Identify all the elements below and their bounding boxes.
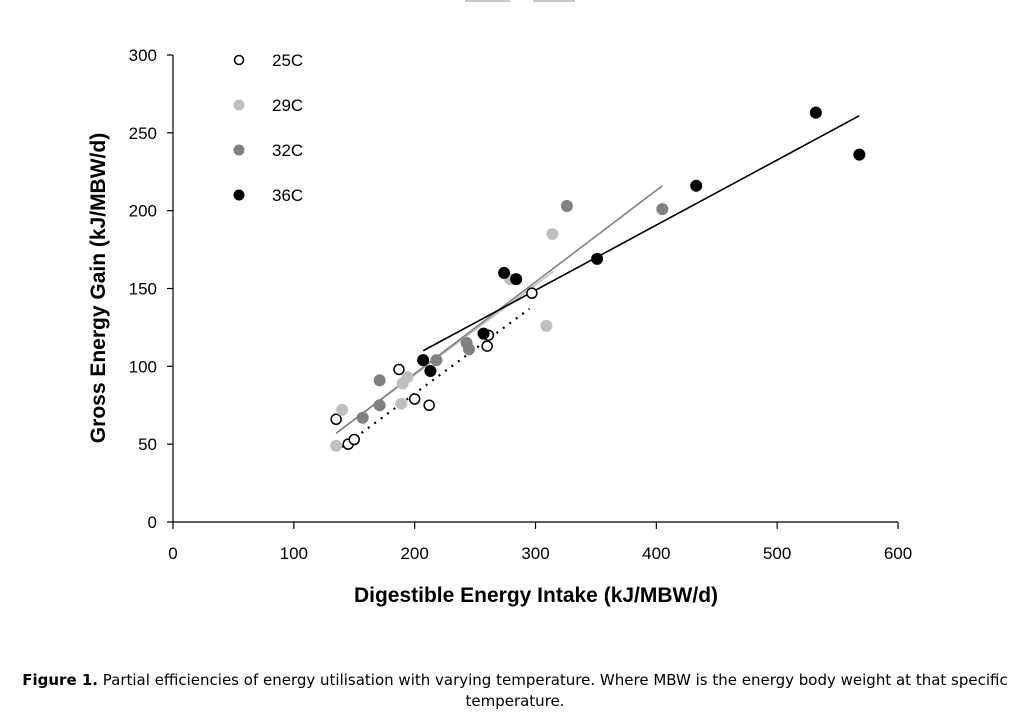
data-point-25C <box>423 399 435 411</box>
data-point-36C <box>510 273 523 286</box>
legend-marker-25C <box>233 54 245 66</box>
legend-marker-36C <box>233 189 245 201</box>
data-point-36C <box>853 148 866 161</box>
data-point-36C <box>809 106 822 119</box>
data-point-25C <box>330 413 342 426</box>
data-point-32C <box>430 354 443 367</box>
legend-marker-32C <box>233 144 245 156</box>
data-point-29C <box>540 319 553 332</box>
x-tick-label: 200 <box>400 544 428 563</box>
data-point-32C <box>560 199 573 212</box>
y-tick-label: 0 <box>148 513 157 532</box>
legend-label: 29C <box>272 96 303 115</box>
data-point-36C <box>417 354 430 367</box>
x-tick-label: 500 <box>763 544 791 563</box>
y-tick-label: 100 <box>129 357 157 376</box>
data-point-32C <box>463 343 476 356</box>
data-point-25C <box>526 287 538 299</box>
data-point-32C <box>656 203 669 216</box>
legend: 25C 29C 32C 36C <box>233 51 303 205</box>
legend-marker-29C <box>233 99 245 111</box>
data-points <box>330 106 866 452</box>
y-ticks: 0 50 100 150 200 250 300 <box>129 46 173 532</box>
page-edge-mark <box>465 0 510 2</box>
x-tick-label: 400 <box>642 544 670 563</box>
y-tick-label: 250 <box>129 124 157 143</box>
data-point-32C <box>356 411 369 424</box>
trendline-25C <box>341 307 531 449</box>
trendlines <box>335 115 860 449</box>
data-point-29C <box>395 397 408 410</box>
data-point-32C <box>373 374 386 387</box>
y-tick-label: 200 <box>129 202 157 221</box>
legend-label: 25C <box>272 51 303 70</box>
data-point-36C <box>498 266 511 279</box>
legend-label: 32C <box>272 141 303 160</box>
axes <box>172 55 898 523</box>
scatter-chart: 0 50 100 150 200 250 300 0 100 200 300 400 500 600 D… <box>87 46 912 607</box>
x-tick-label: 100 <box>280 544 308 563</box>
data-point-36C <box>424 365 437 378</box>
caption-text: Partial efficiencies of energy utilisati… <box>97 671 1008 710</box>
data-point-25C <box>393 363 405 376</box>
data-point-36C <box>477 327 490 340</box>
data-point-25C <box>408 393 421 405</box>
data-point-36C <box>591 252 604 265</box>
y-tick-label: 50 <box>138 435 157 454</box>
x-ticks: 0 100 200 300 400 500 600 <box>168 522 912 563</box>
data-point-25C <box>481 340 493 352</box>
x-axis-title: Digestible Energy Intake (kJ/MBW/d) <box>354 584 718 607</box>
trendline-36C <box>422 115 860 352</box>
y-tick-label: 150 <box>129 280 157 299</box>
data-point-29C <box>330 439 343 452</box>
legend-label: 36C <box>272 186 303 205</box>
data-point-29C <box>401 371 414 384</box>
figure-caption: Figure 1. Partial efficiencies of energy… <box>0 670 1030 712</box>
x-tick-label: 0 <box>168 544 177 563</box>
data-point-29C <box>336 403 349 416</box>
data-point-32C <box>373 399 386 412</box>
x-tick-label: 600 <box>884 544 912 563</box>
data-point-29C <box>546 228 559 241</box>
x-tick-label: 300 <box>521 544 549 563</box>
y-tick-label: 300 <box>129 46 157 65</box>
y-axis-title: Gross Energy Gain (kJ/MBW/d) <box>87 133 110 443</box>
data-point-36C <box>690 179 703 192</box>
data-point-25C <box>348 433 360 446</box>
caption-label: Figure 1. <box>22 671 98 689</box>
page-edge-mark <box>533 0 575 2</box>
